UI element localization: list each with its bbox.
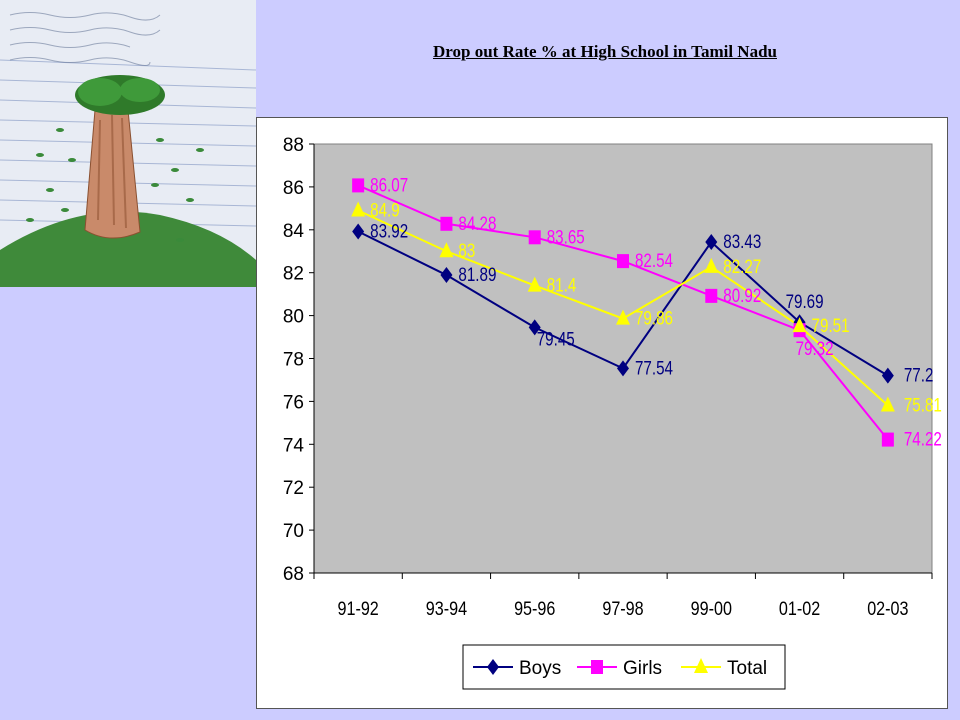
y-tick-label: 84 xyxy=(283,221,305,242)
y-tick-label: 76 xyxy=(283,392,304,413)
chart-area: 68 70 72 74 76 78 80 82 84 86 88 91-92 93-94 95-96 97-… xyxy=(256,117,948,709)
plot-area xyxy=(313,143,933,574)
x-tick-label: 93-94 xyxy=(426,598,467,620)
x-tick-label: 01-02 xyxy=(779,598,820,620)
data-point-triangle xyxy=(704,257,719,273)
data-point-triangle xyxy=(616,309,630,325)
data-label: 83.43 xyxy=(723,230,761,252)
y-tick-label: 72 xyxy=(283,478,304,499)
y-tick-label: 82 xyxy=(283,264,304,285)
data-label: 79.32 xyxy=(796,338,834,360)
x-tick-label: 95-96 xyxy=(514,598,555,620)
data-point-triangle xyxy=(880,396,895,412)
data-point-diamond xyxy=(528,319,541,336)
data-point-square xyxy=(591,660,603,674)
data-point-triangle xyxy=(527,276,542,292)
data-label: 81.89 xyxy=(458,263,496,285)
legend-label-girls: Girls xyxy=(623,658,662,679)
y-tick-label: 88 xyxy=(283,135,304,156)
x-tick-label: 97-98 xyxy=(602,598,643,620)
y-tick-label: 86 xyxy=(283,178,304,199)
data-point-square xyxy=(528,230,541,245)
data-label: 75.81 xyxy=(904,394,942,416)
data-label: 77.2 xyxy=(904,364,934,386)
data-label: 84.9 xyxy=(370,199,400,221)
y-tick-label: 68 xyxy=(283,564,304,585)
data-label: 79.86 xyxy=(635,307,673,329)
line-chart: 68 70 72 74 76 78 80 82 84 86 88 91-92 93-94 95-96 97-… xyxy=(283,135,942,690)
data-point-triangle xyxy=(694,658,708,673)
y-tick-label: 74 xyxy=(283,435,305,456)
data-label: 79.69 xyxy=(786,291,824,313)
data-point-triangle xyxy=(439,242,454,258)
data-label: 77.54 xyxy=(635,357,673,379)
x-tick-label: 02-03 xyxy=(867,598,908,620)
data-label: 79.51 xyxy=(812,314,850,336)
data-label: 74.22 xyxy=(904,428,942,450)
tree-drawing-icon xyxy=(0,0,257,287)
x-tick-label: 91-92 xyxy=(337,598,378,620)
data-point-triangle xyxy=(351,201,366,217)
y-tick-label: 80 xyxy=(283,307,304,328)
data-point-triangle xyxy=(792,317,807,333)
data-label: 84.28 xyxy=(458,212,496,234)
data-point-diamond xyxy=(617,360,629,377)
data-point-square xyxy=(617,254,629,269)
data-label: 83.92 xyxy=(370,220,408,242)
x-tick-label: 99-00 xyxy=(691,598,732,620)
chart-title: Drop out Rate % at High School in Tamil … xyxy=(432,42,777,61)
data-label: 82.27 xyxy=(723,255,761,277)
y-tick-label: 70 xyxy=(283,521,304,542)
data-point-diamond xyxy=(705,234,718,251)
data-label: 86.07 xyxy=(370,174,408,196)
tree-drawing xyxy=(0,0,257,287)
data-label: 80.92 xyxy=(723,284,761,306)
data-point-square xyxy=(881,432,894,447)
data-point-square xyxy=(352,178,365,193)
data-point-diamond xyxy=(440,267,453,284)
data-point-diamond xyxy=(487,659,499,675)
data-label: 83 xyxy=(458,240,475,262)
data-label: 82.54 xyxy=(635,249,673,271)
legend-box xyxy=(462,644,786,690)
y-tick-label: 78 xyxy=(283,350,304,371)
data-label: 81.4 xyxy=(547,274,577,296)
data-label: 79.45 xyxy=(537,328,575,350)
data-label: 83.65 xyxy=(547,226,585,248)
data-point-diamond xyxy=(352,223,365,240)
data-point-square xyxy=(440,216,453,231)
legend-label-total: Total xyxy=(727,658,767,679)
data-point-diamond xyxy=(881,367,894,384)
data-point-square xyxy=(705,288,718,303)
legend-label-boys: Boys xyxy=(519,658,561,679)
